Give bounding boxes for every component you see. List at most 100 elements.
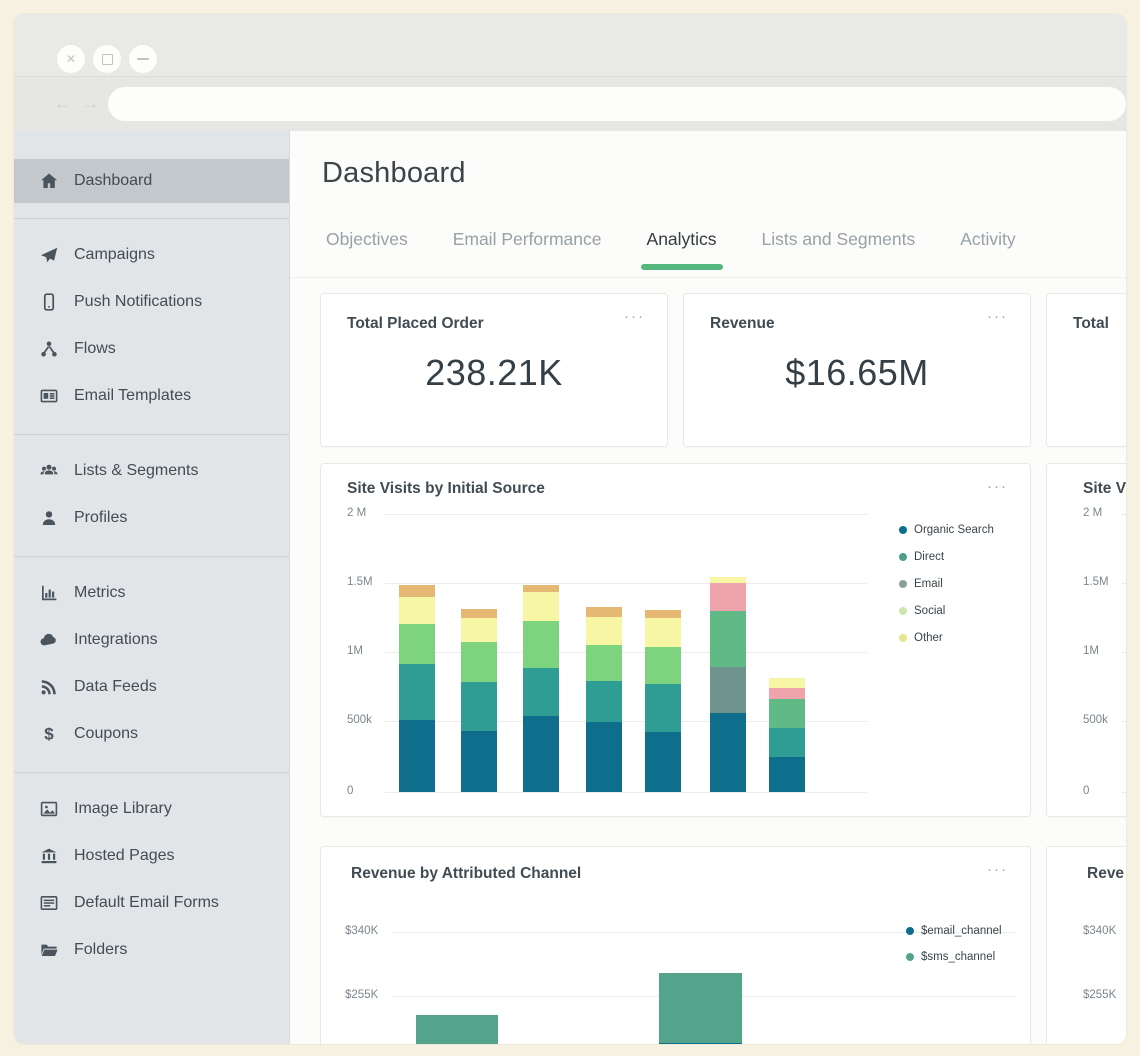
sidebar-item-campaigns[interactable]: Campaigns — [14, 231, 289, 278]
bar-segment — [461, 731, 497, 792]
card-menu-button[interactable]: ··· — [987, 861, 1008, 878]
gridline — [1121, 721, 1126, 722]
card-menu-button[interactable]: ··· — [987, 308, 1008, 325]
sidebar-item-integrations[interactable]: Integrations — [14, 616, 289, 663]
legend-dot — [906, 953, 914, 961]
gridline — [385, 792, 867, 793]
metric-card-title: Total Placed Order — [347, 315, 484, 333]
sidebar-item-flows[interactable]: Flows — [14, 325, 289, 372]
sidebar-item-label: Image Library — [74, 800, 172, 818]
y-axis-tick: $340K — [1083, 925, 1116, 937]
tab-activity[interactable]: Activity — [960, 229, 1015, 270]
bar-segment — [645, 618, 681, 647]
bar-segment — [586, 607, 622, 617]
sidebar-item-label: Flows — [74, 340, 116, 358]
legend-item[interactable]: Organic Search — [899, 524, 994, 536]
bar-segment — [461, 642, 497, 682]
sidebar-item-hosted-pages[interactable]: Hosted Pages — [14, 832, 289, 879]
gridline — [1121, 583, 1126, 584]
sidebar-item-coupons[interactable]: Coupons — [14, 710, 289, 757]
browser-window: ✕ ← → Dashboard CampaignsPush Notificatio… — [14, 14, 1126, 1044]
card-menu-button[interactable]: ··· — [624, 308, 645, 325]
legend-label: Direct — [914, 551, 944, 563]
stacked-bar — [586, 607, 622, 792]
tab-objectives[interactable]: Objectives — [326, 229, 408, 270]
close-icon: ✕ — [66, 52, 76, 66]
tab-bar: Objectives Email Performance Analytics List… — [326, 229, 1016, 270]
sidebar-item-label: Coupons — [74, 725, 138, 743]
legend-item[interactable]: Direct — [899, 551, 994, 563]
bar-segment — [710, 577, 746, 584]
legend-item[interactable]: $sms_channel — [906, 951, 1002, 963]
sidebar-item-metrics[interactable]: Metrics — [14, 569, 289, 616]
metric-card: Total — [1046, 293, 1126, 447]
legend-label: $email_channel — [921, 925, 1002, 937]
gridline — [1121, 652, 1126, 653]
tab-lists-and-segments[interactable]: Lists and Segments — [762, 229, 916, 270]
bar — [659, 973, 742, 1044]
bar-segment — [586, 645, 622, 681]
legend-item[interactable]: Other — [899, 632, 994, 644]
bar-segment — [645, 684, 681, 733]
main-content: Dashboard Objectives Email Performance Ana… — [290, 131, 1126, 1044]
maximize-button[interactable] — [93, 45, 121, 73]
chart-title: Revenue by Attributed Channel — [351, 865, 581, 883]
sidebar-item-profiles[interactable]: Profiles — [14, 494, 289, 541]
minimize-icon — [137, 58, 149, 60]
tab-analytics[interactable]: Analytics — [647, 229, 717, 270]
y-axis-tick: $340K — [345, 925, 378, 937]
close-button[interactable]: ✕ — [57, 45, 85, 73]
bar-segment — [645, 610, 681, 618]
tab-email-performance[interactable]: Email Performance — [453, 229, 602, 270]
sidebar-item-image-library[interactable]: Image Library — [14, 785, 289, 832]
legend-item[interactable]: Email — [899, 578, 994, 590]
stacked-bar — [523, 585, 559, 792]
legend-item[interactable]: Social — [899, 605, 994, 617]
tab-label: Lists and Segments — [762, 229, 916, 249]
y-axis-tick: $255K — [1083, 989, 1116, 1001]
metric-card: Revenue···$16.65M — [683, 293, 1031, 447]
tabs-divider — [290, 277, 1126, 278]
gridline — [1121, 792, 1126, 793]
sidebar-item-label: Email Templates — [74, 387, 191, 405]
address-bar[interactable] — [108, 87, 1126, 121]
back-button[interactable]: ← — [54, 93, 71, 115]
sidebar-item-folders[interactable]: Folders — [14, 926, 289, 973]
paper-plane-icon — [39, 245, 59, 265]
revenue-channel-card-partial: Reve $340K$255K — [1046, 846, 1126, 1044]
sidebar-divider — [14, 772, 289, 773]
forward-button[interactable]: → — [82, 93, 99, 115]
tab-label: Objectives — [326, 229, 408, 249]
y-axis-tick: 1M — [1083, 645, 1099, 657]
window-titlebar: ✕ — [14, 14, 1126, 76]
sidebar-divider — [14, 218, 289, 219]
sidebar-item-default-email-forms[interactable]: Default Email Forms — [14, 879, 289, 926]
bar-segment — [399, 624, 435, 664]
bar-segment-email — [659, 1043, 742, 1044]
sidebar-item-email-templates[interactable]: Email Templates — [14, 372, 289, 419]
bar-segment — [586, 722, 622, 792]
sidebar-item-data-feeds[interactable]: Data Feeds — [14, 663, 289, 710]
bar-segment — [399, 585, 435, 598]
tab-label: Activity — [960, 229, 1015, 249]
page-title: Dashboard — [322, 157, 466, 190]
bar-segment — [523, 716, 559, 792]
metrics-icon — [39, 583, 59, 603]
bar-segment — [523, 668, 559, 715]
sidebar-item-dashboard[interactable]: Dashboard — [14, 159, 289, 203]
card-menu-button[interactable]: ··· — [987, 478, 1008, 495]
mobile-icon — [39, 292, 59, 312]
sidebar-item-label: Default Email Forms — [74, 894, 219, 912]
sidebar-item-lists-segments[interactable]: Lists & Segments — [14, 447, 289, 494]
bar-segment — [586, 617, 622, 645]
site-visits-card: Site Visits by Initial Source ··· 2 M1.5… — [320, 463, 1031, 817]
legend-label: Email — [914, 578, 943, 590]
site-visits-card-partial: Site Vi 2 M1.5M1M500k0 — [1046, 463, 1126, 817]
legend-item[interactable]: $email_channel — [906, 925, 1002, 937]
sidebar-item-push-notifications[interactable]: Push Notifications — [14, 278, 289, 325]
browser-toolbar: ← → — [14, 76, 1126, 131]
sidebar-item-label: Data Feeds — [74, 678, 157, 696]
minimize-button[interactable] — [129, 45, 157, 73]
y-axis-tick: 0 — [1083, 785, 1089, 797]
sidebar: Dashboard CampaignsPush Notifications Flow… — [14, 131, 290, 1044]
